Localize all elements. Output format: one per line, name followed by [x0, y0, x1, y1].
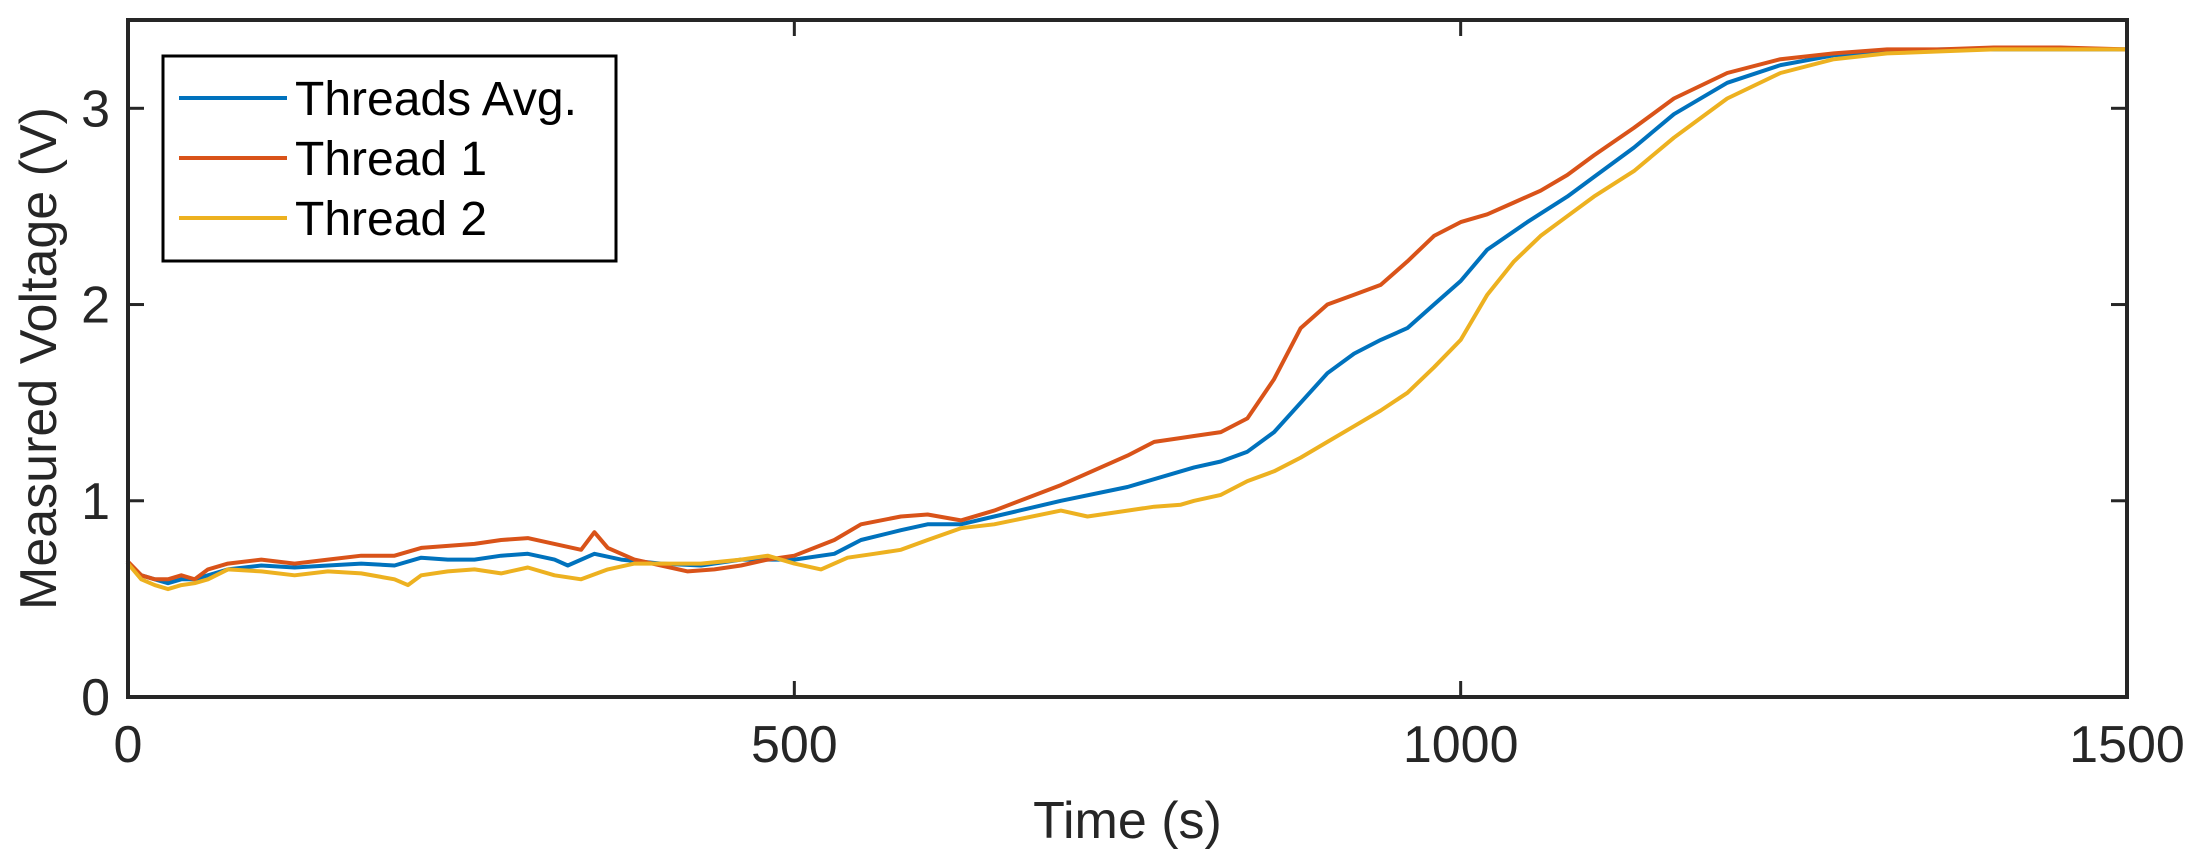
y-tick-label: 0	[81, 669, 110, 727]
series-line-3	[126, 47, 2129, 592]
x-tick-label: 0	[114, 716, 143, 774]
x-tick-label: 1500	[2069, 716, 2185, 774]
plot-frame	[126, 18, 2129, 699]
series-line-2	[126, 45, 2129, 582]
legend-label: Threads Avg.	[295, 73, 577, 126]
y-tick-label: 1	[81, 473, 110, 531]
x-axis-label: Time (s)	[1033, 792, 1222, 850]
y-axis-label: Measured Voltage (V)	[10, 107, 68, 610]
legend-label: Thread 2	[295, 193, 487, 246]
x-ticks: 0 500 1000 1500	[114, 20, 2185, 774]
plot-lines	[126, 45, 2129, 592]
y-tick-label: 3	[81, 80, 110, 138]
legend: Threads Avg. Thread 1 Thread 2	[161, 54, 618, 263]
legend-label: Thread 1	[295, 133, 487, 186]
x-tick-label: 500	[751, 716, 838, 774]
y-ticks: 0 1 2 3	[81, 80, 2127, 727]
y-tick-label: 2	[81, 277, 110, 335]
x-tick-label: 1000	[1403, 716, 1519, 774]
series-line-1	[126, 47, 2129, 586]
